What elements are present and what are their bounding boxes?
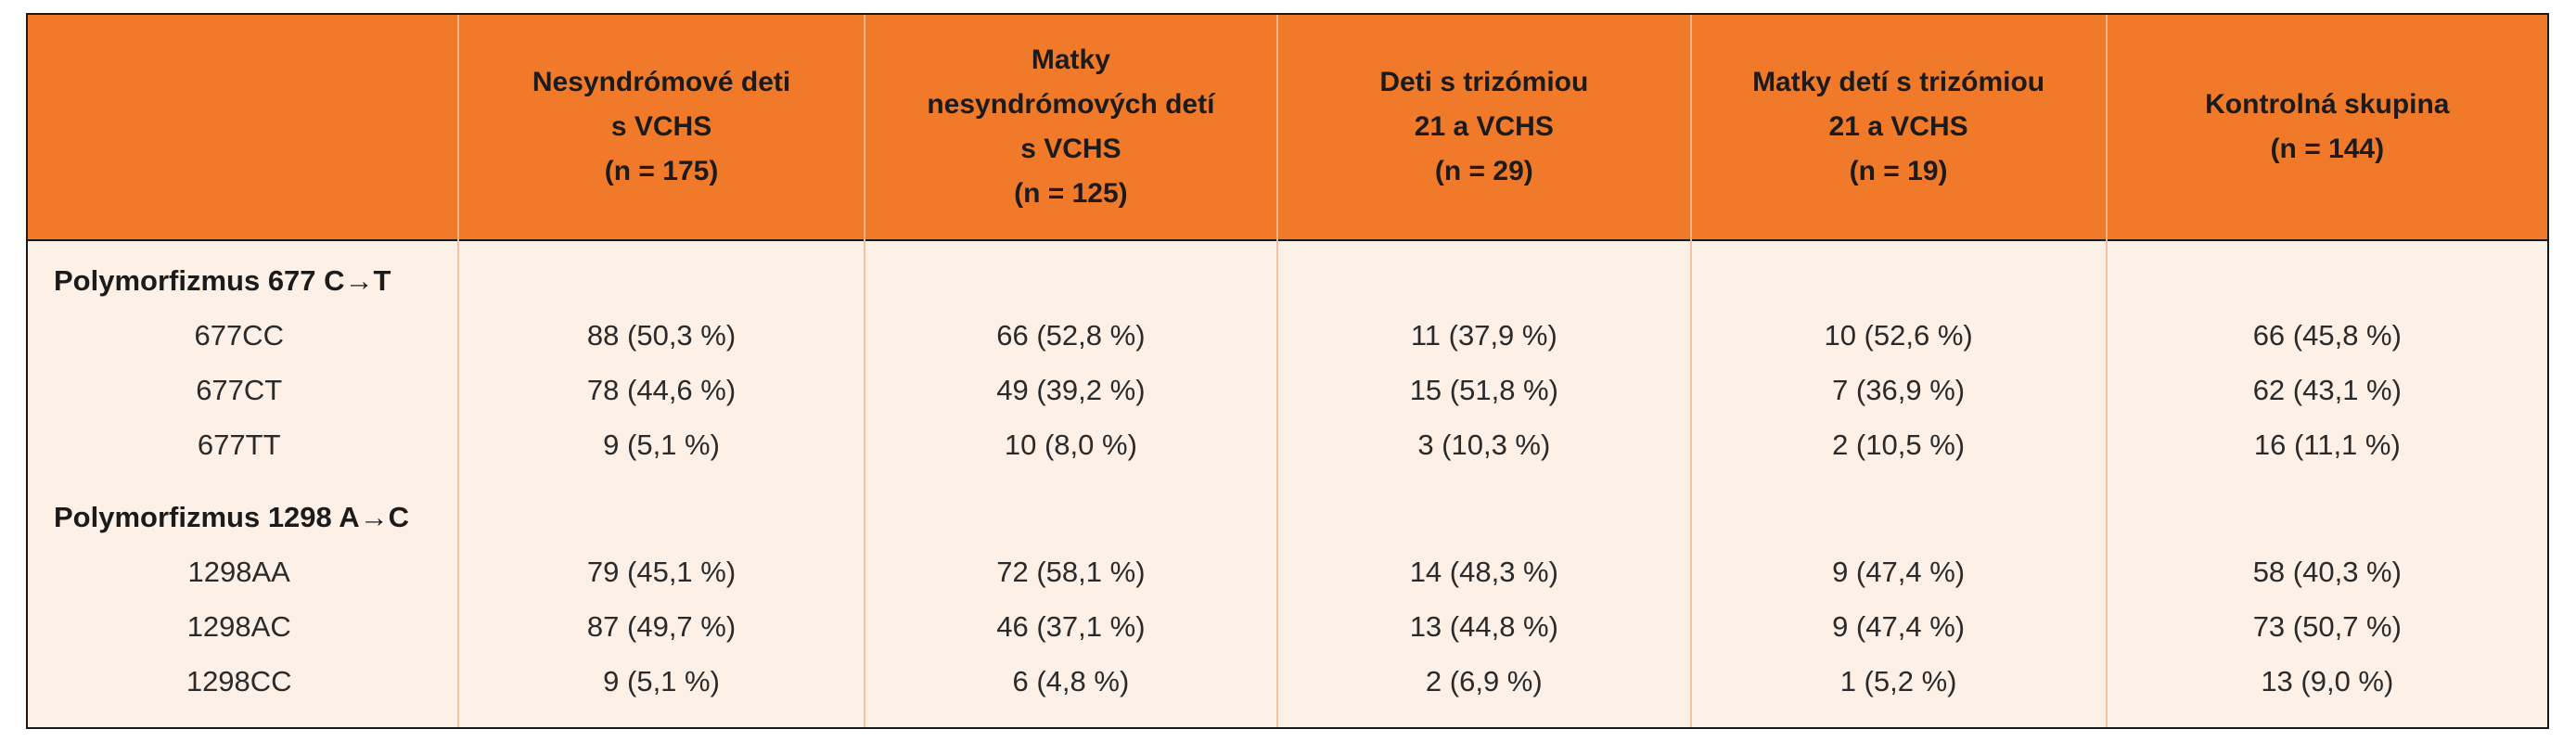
table-cell: 16 (11,1 %) <box>2105 417 2547 472</box>
table-cell: 49 (39,2 %) <box>863 363 1278 418</box>
group-cell <box>2105 254 2547 309</box>
group-label-1298: Polymorfizmus 1298 A→C <box>28 491 459 545</box>
table-header: Nesyndrómové deti s VCHS (n = 175) Matky… <box>28 15 2547 240</box>
table-cell: 13 (44,8 %) <box>1276 599 1691 655</box>
header-row: Nesyndrómové deti s VCHS (n = 175) Matky… <box>28 15 2547 240</box>
spacer-cell <box>2105 472 2547 491</box>
table-cell: 66 (45,8 %) <box>2105 308 2547 364</box>
table-row: 1298AA 79 (45,1 %) 72 (58,1 %) 14 (48,3 … <box>28 544 2547 600</box>
table-cell: 66 (52,8 %) <box>863 308 1278 364</box>
spacer-cell <box>2105 240 2547 254</box>
group-cell <box>457 491 865 545</box>
table-cell: 87 (49,7 %) <box>457 599 865 655</box>
spacer-cell <box>863 240 1278 254</box>
table-cell: 6 (4,8 %) <box>863 654 1278 709</box>
group-cell <box>1276 491 1691 545</box>
table-cell: 13 (9,0 %) <box>2105 654 2547 709</box>
table-row: 677CC 88 (50,3 %) 66 (52,8 %) 11 (37,9 %… <box>28 308 2547 364</box>
table-cell: 11 (37,9 %) <box>1276 308 1691 364</box>
spacer-cell <box>1689 709 2107 727</box>
table-cell: 2 (6,9 %) <box>1276 654 1691 709</box>
genotype-frequency-table: Nesyndrómové deti s VCHS (n = 175) Matky… <box>28 15 2547 727</box>
table-row: 677TT 9 (5,1 %) 10 (8,0 %) 3 (10,3 %) 2 … <box>28 417 2547 472</box>
table-cell: 10 (8,0 %) <box>863 417 1278 472</box>
table-cell: 14 (48,3 %) <box>1276 544 1691 600</box>
table-cell: 72 (58,1 %) <box>863 544 1278 600</box>
spacer-row <box>28 472 2547 491</box>
table-cell: 62 (43,1 %) <box>2105 363 2547 418</box>
group-row-677: Polymorfizmus 677 C→T <box>28 254 2547 309</box>
group-cell <box>863 254 1278 309</box>
spacer-cell <box>1276 709 1691 727</box>
table-cell: 1 (5,2 %) <box>1689 654 2107 709</box>
header-cell-control-group: Kontrolná skupina (n = 144) <box>2105 15 2547 240</box>
table-cell: 46 (37,1 %) <box>863 599 1278 655</box>
group-cell <box>1689 491 2107 545</box>
table-row: 1298CC 9 (5,1 %) 6 (4,8 %) 2 (6,9 %) 1 (… <box>28 654 2547 709</box>
header-cell-mothers-trisomy: Matky detí s trizómiou 21 a VCHS (n = 19… <box>1689 15 2107 240</box>
table-cell: 9 (5,1 %) <box>457 654 865 709</box>
header-cell-trisomy-children: Deti s trizómiou 21 a VCHS (n = 29) <box>1276 15 1691 240</box>
row-label: 677CC <box>28 308 459 364</box>
row-label: 1298AA <box>28 544 459 600</box>
spacer-cell <box>1689 240 2107 254</box>
spacer-cell <box>28 240 459 254</box>
group-label-677: Polymorfizmus 677 C→T <box>28 254 459 309</box>
row-label: 677CT <box>28 363 459 418</box>
table-cell: 3 (10,3 %) <box>1276 417 1691 472</box>
spacer-cell <box>457 240 865 254</box>
spacer-cell <box>1276 472 1691 491</box>
table-body: Polymorfizmus 677 C→T 677CC 88 (50,3 %) … <box>28 240 2547 727</box>
spacer-cell <box>863 709 1278 727</box>
row-label: 1298CC <box>28 654 459 709</box>
table-cell: 9 (5,1 %) <box>457 417 865 472</box>
table-cell: 7 (36,9 %) <box>1689 363 2107 418</box>
table-cell: 9 (47,4 %) <box>1689 544 2107 600</box>
row-label: 677TT <box>28 417 459 472</box>
group-row-1298: Polymorfizmus 1298 A→C <box>28 491 2547 545</box>
spacer-cell <box>457 709 865 727</box>
spacer-cell <box>457 472 865 491</box>
spacer-cell <box>28 709 459 727</box>
group-cell <box>2105 491 2547 545</box>
table-cell: 10 (52,6 %) <box>1689 308 2107 364</box>
group-cell <box>863 491 1278 545</box>
spacer-row <box>28 709 2547 727</box>
table-cell: 2 (10,5 %) <box>1689 417 2107 472</box>
table-cell: 15 (51,8 %) <box>1276 363 1691 418</box>
group-cell <box>457 254 865 309</box>
spacer-row <box>28 240 2547 254</box>
spacer-cell <box>28 472 459 491</box>
table-cell: 58 (40,3 %) <box>2105 544 2547 600</box>
header-cell-mothers-nonsyndromic: Matky nesyndrómových detí s VCHS (n = 12… <box>863 15 1278 240</box>
row-label: 1298AC <box>28 599 459 655</box>
spacer-cell <box>2105 709 2547 727</box>
table-cell: 78 (44,6 %) <box>457 363 865 418</box>
table-cell: 79 (45,1 %) <box>457 544 865 600</box>
table-row: 677CT 78 (44,6 %) 49 (39,2 %) 15 (51,8 %… <box>28 363 2547 418</box>
table-cell: 9 (47,4 %) <box>1689 599 2107 655</box>
table-cell: 88 (50,3 %) <box>457 308 865 364</box>
header-cell-empty <box>28 15 459 240</box>
table-cell: 73 (50,7 %) <box>2105 599 2547 655</box>
spacer-cell <box>1689 472 2107 491</box>
genotype-table-frame: Nesyndrómové deti s VCHS (n = 175) Matky… <box>26 13 2549 729</box>
group-cell <box>1689 254 2107 309</box>
header-cell-nonsyndromic-children: Nesyndrómové deti s VCHS (n = 175) <box>457 15 865 240</box>
spacer-cell <box>863 472 1278 491</box>
group-cell <box>1276 254 1691 309</box>
table-row: 1298AC 87 (49,7 %) 46 (37,1 %) 13 (44,8 … <box>28 599 2547 655</box>
spacer-cell <box>1276 240 1691 254</box>
